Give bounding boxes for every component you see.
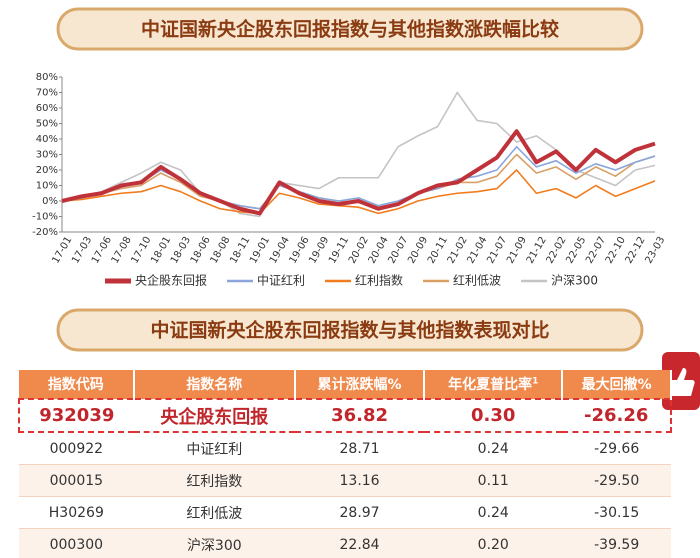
table-cell: 000015 [19, 464, 134, 497]
title-banner [56, 7, 644, 51]
footnote-mark: 1 [532, 376, 539, 387]
table-cell: 13.16 [294, 464, 425, 497]
header-text: 指数代码 [47, 377, 104, 393]
table-title: 中证国新央企股东回报指数与其他指数表现对比 [150, 319, 549, 342]
table-cell: -29.66 [562, 432, 671, 465]
table-cell: 22.84 [294, 528, 425, 558]
table-cell: -30.15 [562, 496, 671, 529]
table-cell: 央企股东回报 [133, 398, 295, 433]
chart-title: 中证国新央企股东回报指数与其他指数涨跌幅比较 [141, 18, 559, 41]
x-tick-label: 23-03 [643, 235, 667, 266]
table-cell: 36.82 [294, 398, 425, 433]
header-cell: 年化夏普比率1 [424, 370, 564, 399]
table-row: 000922 中证红利 28.71 0.24 -29.66 [19, 432, 671, 465]
header-text: 指数名称 [186, 377, 243, 393]
table-cell: 000300 [19, 528, 134, 558]
y-tick-label: 0% [42, 196, 58, 207]
header-cell: 累计涨跌幅% [294, 370, 426, 399]
y-tick-label: 10% [36, 181, 58, 192]
table-cell: 红利低波 [133, 496, 295, 529]
table-row: 932039 央企股东回报 36.82 0.30 -26.26 [18, 398, 672, 433]
table-cell: 中证红利 [133, 432, 295, 465]
table-cell: 0.30 [424, 398, 563, 433]
y-tick-label: -10% [32, 212, 58, 223]
table-cell: 28.97 [294, 496, 425, 529]
table-cell: 沪深300 [133, 528, 295, 558]
table-row: 000300 沪深300 22.84 0.20 -39.59 [19, 528, 671, 558]
legend-label: 央企股东回报 [135, 273, 207, 288]
table-cell: 28.71 [294, 432, 425, 465]
table-cell: 0.24 [424, 432, 563, 465]
table-row: H30269 红利低波 28.97 0.24 -30.15 [19, 496, 671, 529]
header-text: 年化夏普比率 [448, 377, 533, 393]
table-cell: 000922 [19, 432, 134, 465]
table-cell: -39.59 [562, 528, 671, 558]
legend-label: 中证红利 [257, 273, 305, 288]
y-tick-label: 30% [36, 150, 58, 161]
series-line [61, 145, 656, 210]
table-cell: 932039 [18, 398, 134, 433]
series-line [61, 169, 656, 215]
table-cell: 红利指数 [133, 464, 295, 497]
header-cell: 指数代码 [19, 370, 135, 399]
table-banner [56, 308, 644, 352]
legend-label: 红利低波 [453, 273, 501, 288]
y-tick-label: 50% [36, 119, 58, 130]
table-row: 000015 红利指数 13.16 0.11 -29.50 [19, 464, 671, 497]
header-cell: 指数名称 [133, 370, 296, 399]
y-tick-label: 40% [36, 134, 58, 145]
table-cell: 0.24 [424, 496, 563, 529]
legend-label: 沪深300 [551, 274, 598, 288]
y-tick-label: 60% [36, 103, 58, 114]
y-tick-label: -20% [32, 227, 58, 238]
series-line [61, 129, 656, 216]
thumb-icon [662, 352, 700, 410]
table-cell: H30269 [19, 496, 134, 529]
header-cell: 最大回撤% [562, 370, 672, 399]
legend-label: 红利指数 [355, 273, 403, 288]
y-tick-label: 80% [36, 72, 58, 83]
table-cell: 0.11 [424, 464, 563, 497]
comparison-table: 指数代码 指数名称 累计涨跌幅% 年化夏普比率1 最大回撤% 932039 央企股东回报 3… [18, 370, 672, 558]
header-row: 指数代码 指数名称 累计涨跌幅% 年化夏普比率1 最大回撤% [19, 370, 672, 399]
table-cell: -29.50 [562, 464, 671, 497]
table-cell: -26.26 [562, 398, 672, 433]
header-text: 累计涨跌幅% [317, 377, 402, 393]
y-tick-label: 20% [36, 165, 58, 176]
y-tick-label: 70% [36, 88, 58, 99]
table-cell: 0.20 [424, 528, 563, 558]
header-text: 最大回撤% [581, 377, 652, 393]
